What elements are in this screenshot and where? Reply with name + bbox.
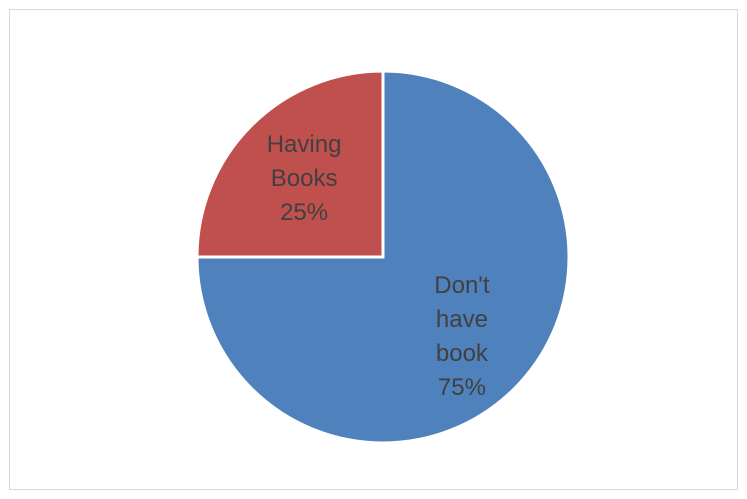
data-label-don-t-have-book: Don't have book 75%: [434, 272, 490, 401]
data-label-line: book: [436, 340, 489, 367]
data-label-line: Don't: [434, 272, 490, 299]
pie-slice-having-books: [195, 69, 385, 259]
pie-slices: [195, 69, 571, 445]
data-label-line: Having: [267, 131, 342, 158]
pie-data-labels: Don't have book 75% Having Books 25%: [267, 131, 490, 401]
data-label-line: Books: [271, 165, 338, 192]
data-label-line: have: [436, 306, 488, 333]
data-label-having-books: Having Books 25%: [267, 131, 342, 226]
data-label-line: 75%: [438, 374, 486, 401]
data-label-line: 25%: [280, 199, 328, 226]
